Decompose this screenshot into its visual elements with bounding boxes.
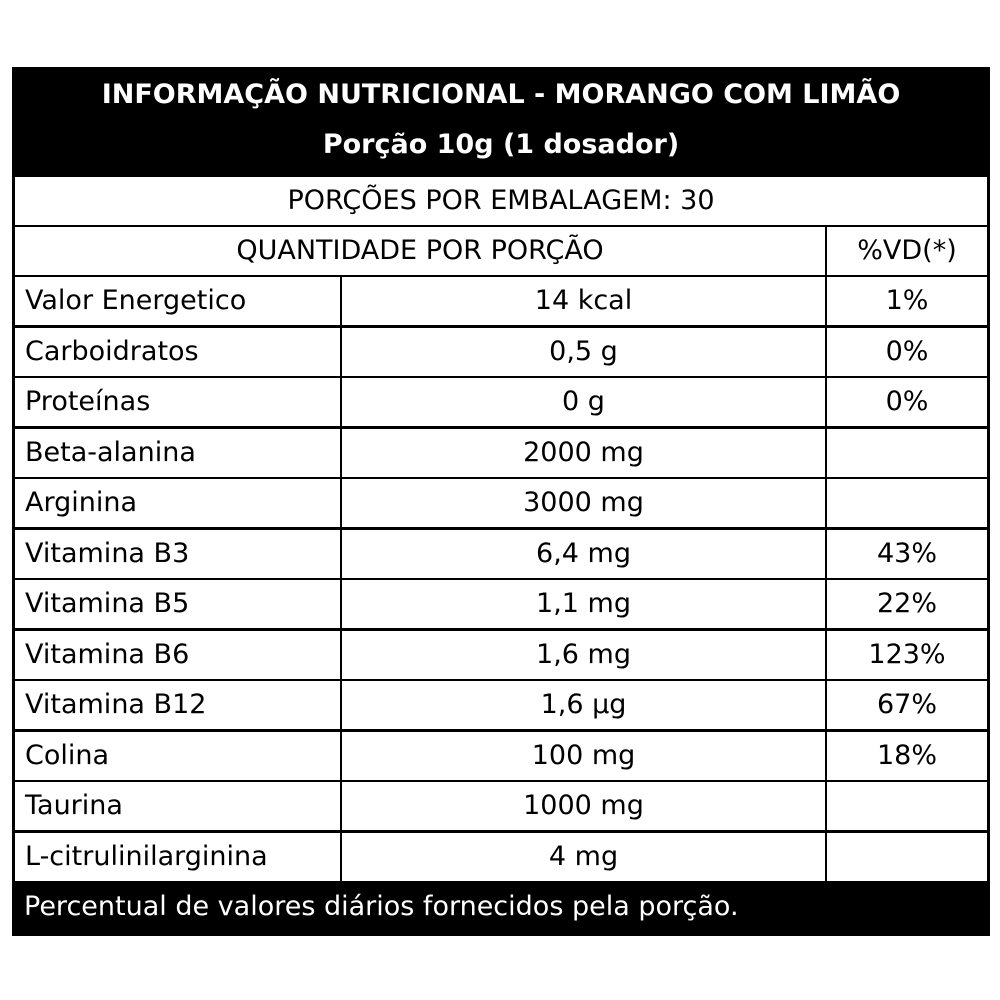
nutrient-name: Vitamina B12	[15, 681, 340, 729]
nutrient-amount: 1000 mg	[342, 782, 825, 830]
nutrient-amount: 0,5 g	[342, 328, 825, 376]
nutrient-name: Carboidratos	[15, 328, 340, 376]
nutrient-amount: 0 g	[342, 378, 825, 426]
nutrient-dv: 43%	[827, 530, 987, 578]
table-header: INFORMAÇÃO NUTRICIONAL - MORANGO COM LIM…	[12, 67, 990, 175]
nutrient-name: Beta-alanina	[15, 429, 340, 477]
nutrient-amount: 1,6 mg	[342, 631, 825, 679]
nutrient-dv: 0%	[827, 328, 987, 376]
nutrient-dv: 18%	[827, 732, 987, 780]
nutrient-name: Vitamina B6	[15, 631, 340, 679]
nutrient-amount: 100 mg	[342, 732, 825, 780]
nutrient-dv	[827, 833, 987, 881]
nutrient-name: Arginina	[15, 479, 340, 527]
table-title: INFORMAÇÃO NUTRICIONAL - MORANGO COM LIM…	[101, 79, 901, 110]
nutrient-amount: 4 mg	[342, 833, 825, 881]
nutrient-dv	[827, 782, 987, 830]
nutrient-name: Taurina	[15, 782, 340, 830]
nutrient-name: Vitamina B3	[15, 530, 340, 578]
nutrient-dv: 22%	[827, 580, 987, 628]
portion-size: Porção 10g (1 dosador)	[322, 129, 680, 160]
nutrient-dv: 0%	[827, 378, 987, 426]
servings-per-package: PORÇÕES POR EMBALAGEM: 30	[15, 177, 987, 225]
nutrient-name: Valor Energetico	[15, 277, 340, 325]
nutrient-amount: 2000 mg	[342, 429, 825, 477]
nutrient-dv	[827, 429, 987, 477]
nutrient-name: Vitamina B5	[15, 580, 340, 628]
nutrient-dv: 123%	[827, 631, 987, 679]
nutrient-amount: 6,4 mg	[342, 530, 825, 578]
nutrition-facts-table: INFORMAÇÃO NUTRICIONAL - MORANGO COM LIM…	[12, 67, 990, 936]
dv-column-header: %VD(*)	[827, 227, 987, 275]
nutrient-name: L-citrulinilarginina	[15, 833, 340, 881]
nutrient-dv: 1%	[827, 277, 987, 325]
nutrient-amount: 3000 mg	[342, 479, 825, 527]
footer-note: Percentual de valores diários fornecidos…	[12, 881, 990, 936]
quantity-column-header: QUANTIDADE POR PORÇÃO	[15, 227, 825, 275]
nutrient-amount: 1,1 mg	[342, 580, 825, 628]
nutrient-dv: 67%	[827, 681, 987, 729]
nutrient-name: Proteínas	[15, 378, 340, 426]
nutrient-amount: 14 kcal	[342, 277, 825, 325]
nutrient-dv	[827, 479, 987, 527]
nutrient-amount: 1,6 µg	[342, 681, 825, 729]
nutrient-name: Colina	[15, 732, 340, 780]
